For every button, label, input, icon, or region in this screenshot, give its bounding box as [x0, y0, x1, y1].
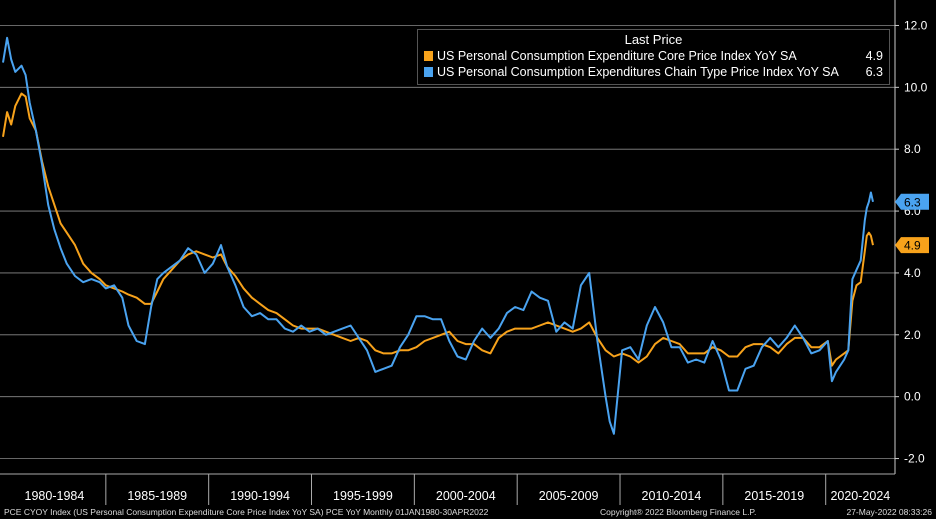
x-tick-label: 2005-2009 — [539, 489, 599, 503]
x-tick-label: 1990-1994 — [230, 489, 290, 503]
series-line-headline-pce — [2, 36, 874, 435]
y-tick-label: -2.0 — [904, 452, 925, 466]
y-tick-label: 0.0 — [904, 390, 921, 404]
y-tick-label: 12.0 — [904, 18, 928, 32]
x-tick-label: 2010-2014 — [642, 489, 702, 503]
series-lines — [2, 36, 874, 435]
footer-timestamp: 27-May-2022 08:33:26 — [846, 507, 932, 517]
y-tick-label: 8.0 — [904, 142, 921, 156]
legend-item-core: US Personal Consumption Expenditure Core… — [424, 48, 883, 64]
x-tick-label: 1995-1999 — [333, 489, 393, 503]
last-value-label: 6.3 — [904, 195, 921, 209]
x-tick-label: 2000-2004 — [436, 489, 496, 503]
footer-copyright: Copyright® 2022 Bloomberg Finance L.P. — [600, 507, 757, 517]
y-tick-label: 10.0 — [904, 80, 928, 94]
last-value-tag-headline: 6.3 — [895, 193, 929, 210]
footer: PCE CYOY Index (US Personal Consumption … — [0, 505, 936, 519]
legend-value-headline: 6.3 — [865, 65, 883, 79]
legend-value-core: 4.9 — [865, 49, 883, 63]
x-tick-label: 1985-1989 — [127, 489, 187, 503]
legend-label-core: US Personal Consumption Expenditure Core… — [437, 49, 797, 63]
x-tick-label: 1980-1984 — [25, 489, 85, 503]
last-value-label: 4.9 — [904, 239, 921, 253]
y-tick-label: 4.0 — [904, 266, 921, 280]
x-tick-label: 2020-2024 — [830, 489, 890, 503]
legend: Last Price US Personal Consumption Expen… — [417, 29, 890, 85]
x-tick-label: 2015-2019 — [744, 489, 804, 503]
legend-label-headline: US Personal Consumption Expenditures Cha… — [437, 65, 839, 79]
footer-description: PCE CYOY Index (US Personal Consumption … — [4, 507, 489, 517]
last-value-tag-core: 4.9 — [895, 237, 929, 254]
legend-title: Last Price — [624, 32, 683, 47]
legend-swatch-headline — [424, 67, 433, 77]
y-tick-label: 2.0 — [904, 328, 921, 342]
legend-swatch-core — [424, 51, 433, 61]
legend-item-headline: US Personal Consumption Expenditures Cha… — [424, 64, 883, 80]
